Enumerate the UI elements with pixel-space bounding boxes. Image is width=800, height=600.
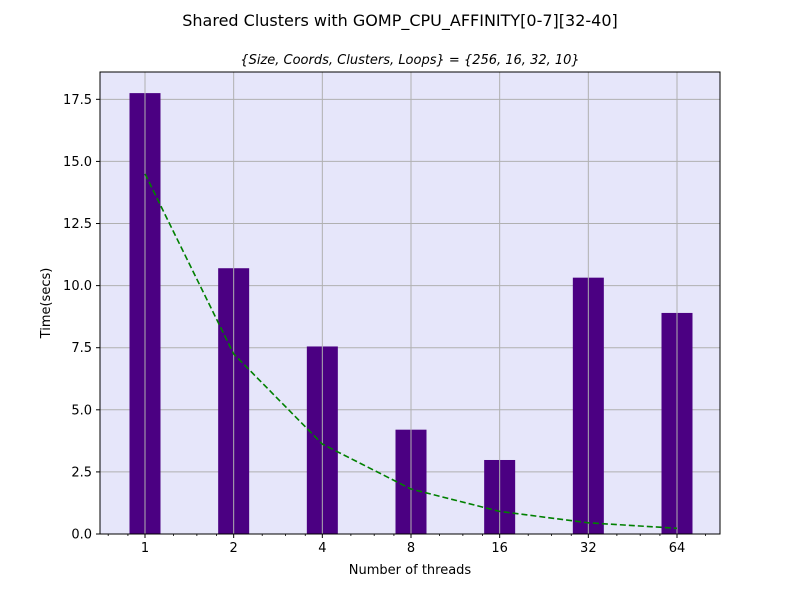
x-tick-label: 64 bbox=[669, 541, 686, 556]
y-tick-label: 2.5 bbox=[71, 465, 92, 480]
bars bbox=[129, 72, 693, 534]
y-axis-label: Time(secs) bbox=[39, 268, 54, 340]
x-axis-label: Number of threads bbox=[349, 563, 472, 578]
ticks: 0.0 2.5 5.0 7.5 10.0 12.5 15.0 17.5 1 2 4 8 16 32 64 bbox=[63, 93, 706, 556]
x-tick-label: 32 bbox=[580, 541, 597, 556]
x-tick-label: 2 bbox=[230, 541, 238, 556]
x-tick-label: 4 bbox=[318, 541, 326, 556]
y-tick-label: 5.0 bbox=[71, 403, 92, 418]
y-tick-label: 17.5 bbox=[63, 93, 92, 108]
chart-subtitle: {Size, Coords, Clusters, Loops} = {256, … bbox=[240, 53, 579, 68]
y-tick-label: 0.0 bbox=[71, 528, 92, 543]
ideal-curve bbox=[144, 173, 678, 530]
x-tick-label: 16 bbox=[491, 541, 508, 556]
y-tick-label: 12.5 bbox=[63, 217, 92, 232]
ideal-curve-line bbox=[144, 173, 678, 530]
y-tick-label: 7.5 bbox=[71, 341, 92, 356]
x-tick-label: 1 bbox=[141, 541, 149, 556]
y-tick-label: 10.0 bbox=[63, 279, 92, 294]
y-tick-label: 15.0 bbox=[63, 155, 92, 170]
x-tick-label: 8 bbox=[407, 541, 415, 556]
plot-frame bbox=[99, 71, 721, 535]
chart-title: Shared Clusters with GOMP_CPU_AFFINITY[0… bbox=[182, 11, 618, 31]
